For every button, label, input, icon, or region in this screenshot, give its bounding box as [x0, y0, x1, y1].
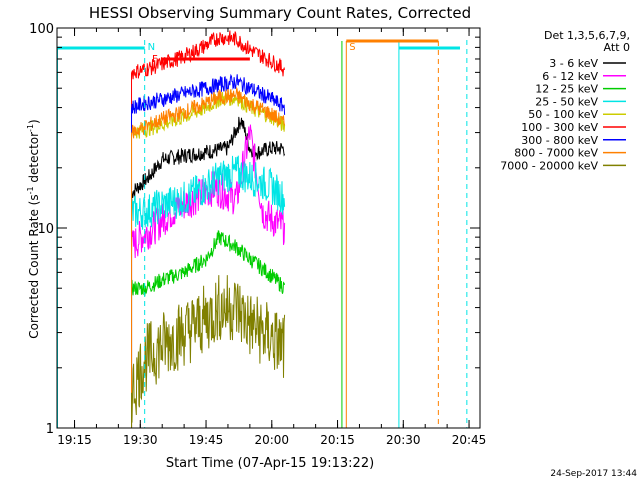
legend-label-6: 300 - 800 keV	[521, 134, 598, 147]
series-line-8	[131, 275, 286, 423]
legend-label-3: 25 - 50 keV	[535, 95, 598, 108]
x-tick-label-6: 20:45	[452, 433, 487, 447]
legend-label-0: 3 - 6 keV	[549, 57, 598, 70]
annotation-f: F	[152, 54, 158, 65]
y-tick-label-1: 10	[37, 222, 54, 237]
series-line-5	[131, 30, 286, 80]
y-axis-label-main: Corrected Count Rate (s	[27, 194, 41, 338]
series-8	[131, 275, 286, 428]
series-3	[131, 155, 286, 428]
plot-frame	[56, 27, 481, 429]
x-tick-label-5: 20:30	[386, 433, 421, 447]
legend-label-1: 6 - 12 keV	[542, 70, 598, 83]
legend-label-5: 100 - 300 keV	[521, 121, 598, 134]
series-line-4	[131, 90, 286, 139]
timestamp-label: 24-Sep-2017 13:44	[550, 469, 637, 479]
series-7	[131, 86, 286, 428]
plot-area: NF S	[57, 30, 468, 428]
annotation-s: S	[349, 42, 355, 53]
y-tick-label-2: 100	[29, 22, 54, 37]
y-axis-label-mid: detector	[27, 132, 41, 187]
x-axis-label: Start Time (07-Apr-15 19:13:22)	[166, 456, 374, 471]
series-4	[131, 90, 286, 428]
y-tick-label-0: 1	[46, 422, 54, 437]
series-line-6	[131, 73, 286, 115]
series-line-7	[131, 86, 286, 139]
chart-title: HESSI Observing Summary Count Rates, Cor…	[89, 4, 471, 22]
y-axis-label: Corrected Count Rate (s-1 detector-1)	[26, 119, 41, 338]
x-tick-label-4: 20:15	[320, 433, 355, 447]
legend-label-8: 7000 - 20000 keV	[500, 159, 598, 172]
y-axis-label-sup2: -1	[26, 124, 35, 132]
y-axis-label-end: )	[27, 119, 41, 124]
series-line-3	[131, 155, 286, 230]
x-tick-label-1: 19:30	[123, 433, 158, 447]
y-axis-label-sup1: -1	[26, 186, 35, 194]
series-line-0	[131, 116, 286, 199]
legend-label-4: 50 - 100 keV	[528, 108, 598, 121]
axes: 19:15 19:30 19:45 20:00 20:15 20:30 20:45 1 10 10…	[29, 22, 486, 447]
x-tick-label-3: 20:00	[254, 433, 289, 447]
legend-label-2: 12 - 25 keV	[535, 83, 598, 96]
legend-header-line2: Att 0	[604, 41, 630, 54]
legend-header-line1: Det 1,3,5,6,7,9,	[544, 29, 630, 42]
series-line-2	[131, 230, 286, 297]
legend-label-7: 800 - 7000 keV	[514, 147, 598, 160]
x-tick-label-2: 19:45	[189, 433, 224, 447]
annotation-n: N	[148, 42, 155, 53]
x-tick-label-0: 19:15	[57, 433, 92, 447]
